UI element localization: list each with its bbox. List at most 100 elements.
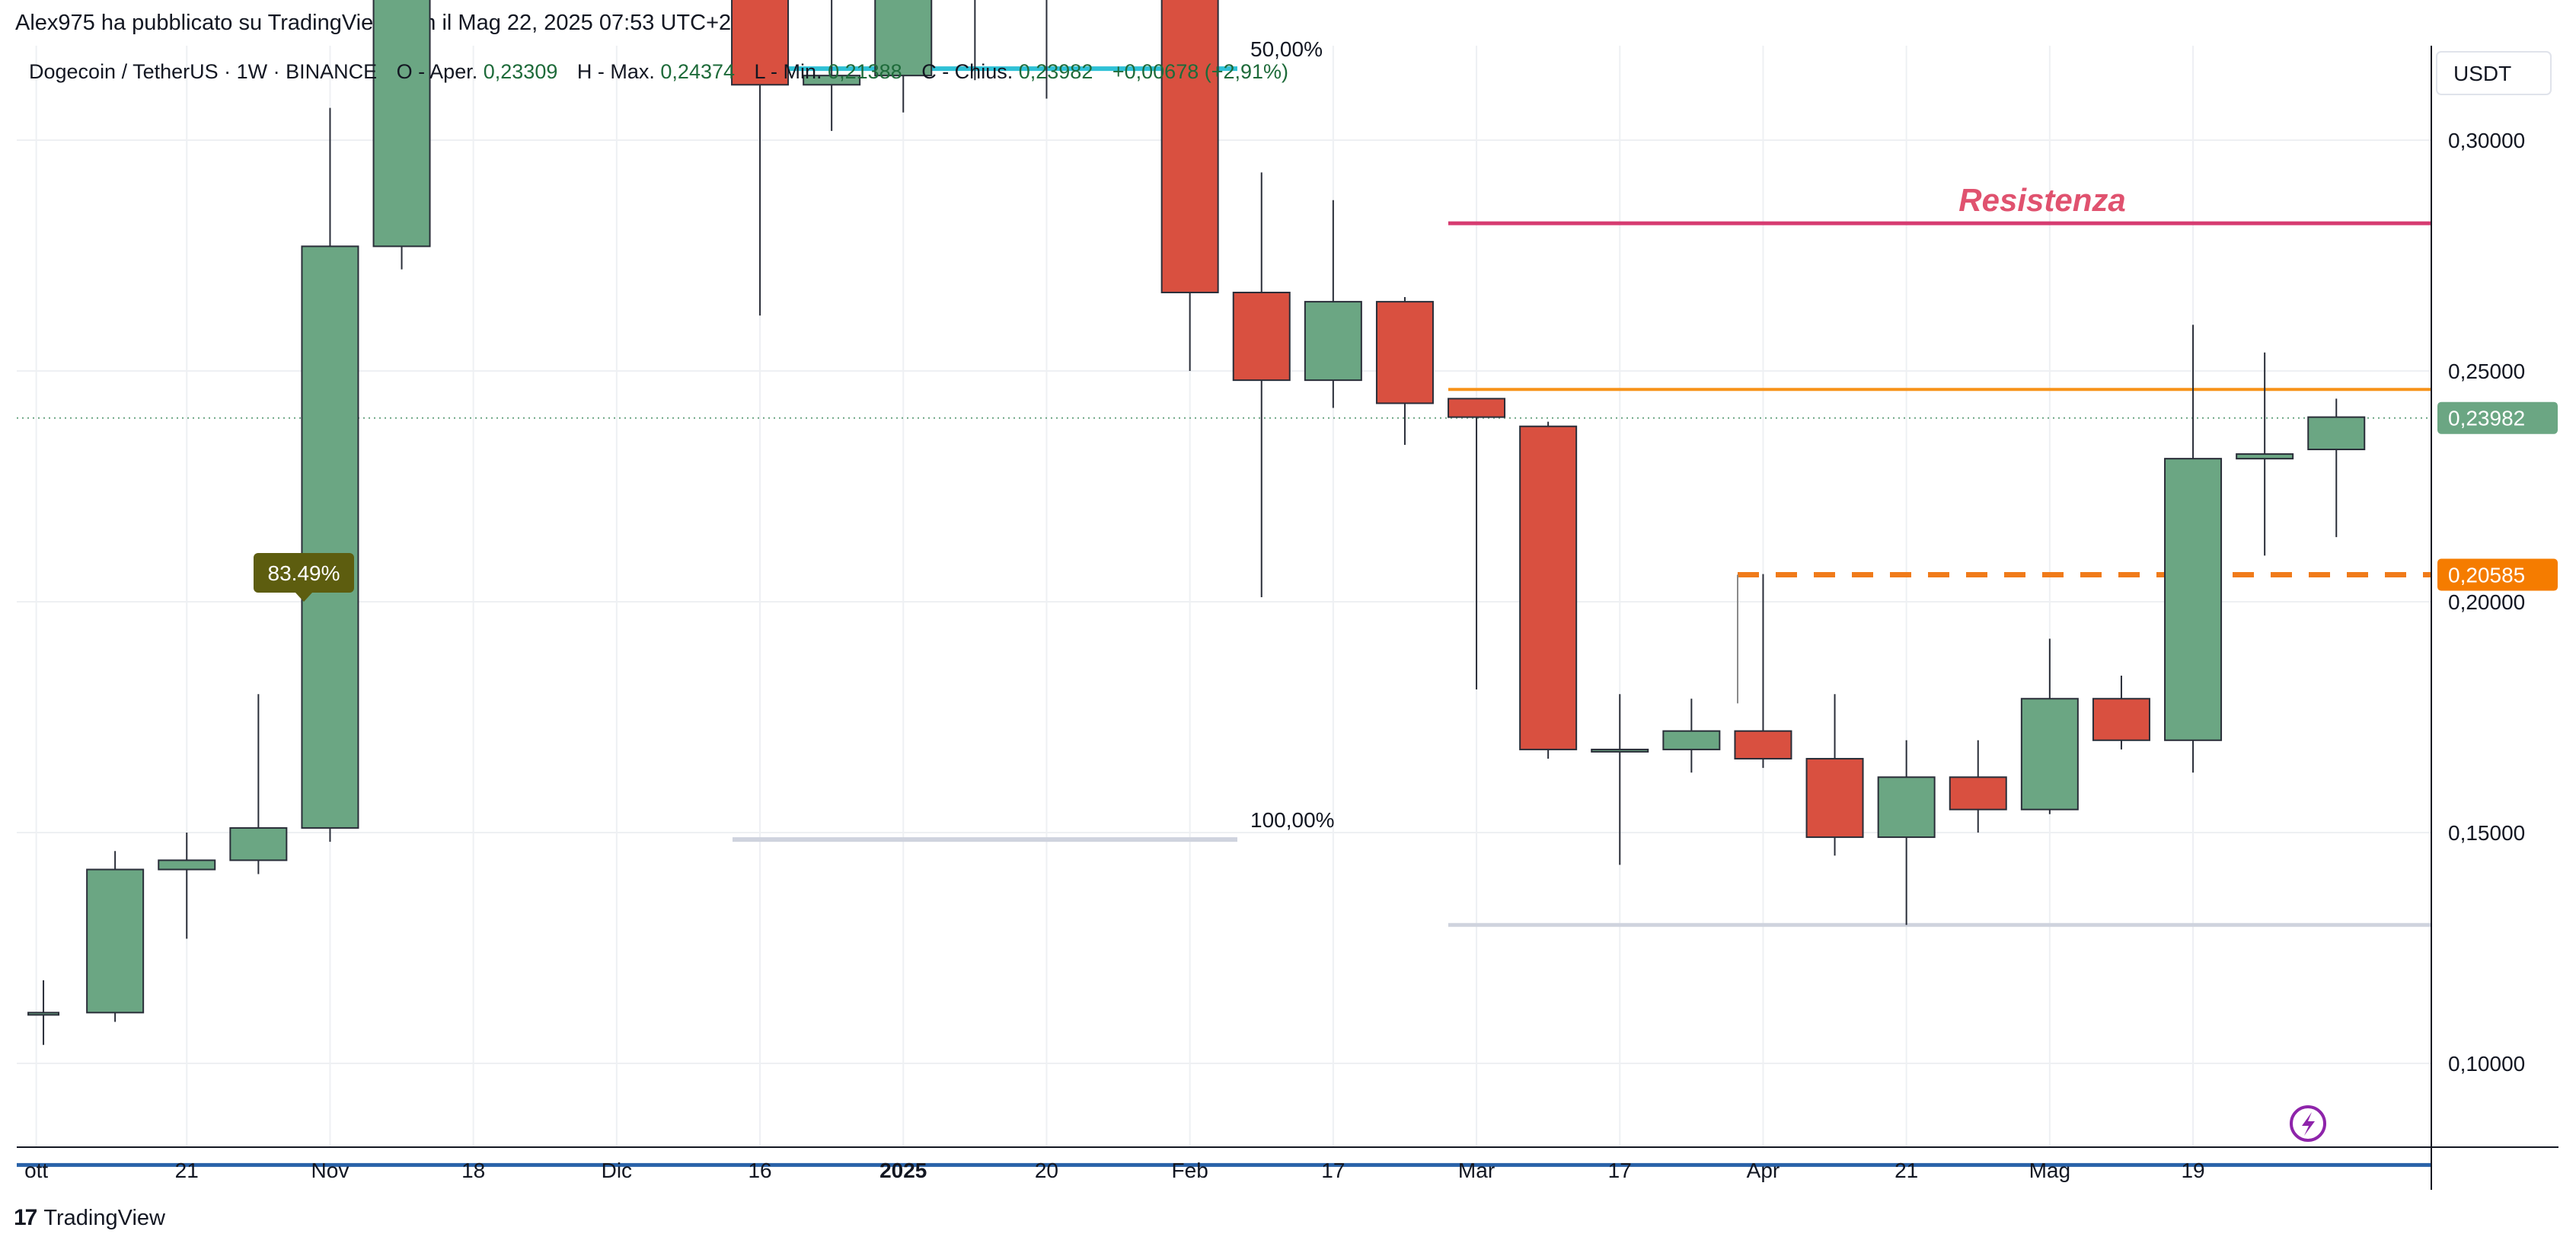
brand-name: TradingView <box>43 1205 165 1230</box>
candle-body <box>27 1012 60 1016</box>
pct-badge-label: 83.49% <box>268 561 340 585</box>
candle-10[interactable] <box>731 0 790 316</box>
legend-open-value: 0,23309 <box>484 60 558 83</box>
x-tick-label: 2025 <box>879 1159 927 1182</box>
candle-body <box>229 826 288 862</box>
candle-20[interactable] <box>1448 398 1506 690</box>
candle-4[interactable] <box>301 107 359 842</box>
candle-3[interactable] <box>229 694 288 874</box>
resistance-label: Resistenza <box>1958 182 2125 218</box>
orange-price-badge-label: 0,20585 <box>2448 564 2525 587</box>
tradingview-logo-icon: 17 <box>14 1205 37 1230</box>
candle-2[interactable] <box>158 833 216 939</box>
fib-level-label: 50,00% <box>1250 37 1323 61</box>
candle-14[interactable] <box>1018 0 1074 99</box>
candle-body <box>372 0 431 248</box>
candle-body <box>1734 730 1792 760</box>
y-tick-label: 0,25000 <box>2448 360 2525 383</box>
y-tick-label: 0,10000 <box>2448 1052 2525 1076</box>
candle-body <box>2307 416 2366 451</box>
candle-27[interactable] <box>1949 740 2007 833</box>
candle-18[interactable] <box>1304 200 1362 408</box>
x-tick-label: 16 <box>748 1159 771 1182</box>
tradingview-brand[interactable]: 17 TradingView <box>14 1205 165 1231</box>
candle-11[interactable] <box>803 0 861 131</box>
pct-badge-pointer <box>295 593 312 602</box>
last-price-badge-box <box>2437 401 2558 434</box>
x-tick-label: Dic <box>602 1159 632 1182</box>
candle-body <box>1232 291 1291 382</box>
flash-icon-bolt <box>2302 1112 2315 1136</box>
candle-30[interactable] <box>2164 324 2223 773</box>
x-tick-label: Feb <box>1172 1159 1208 1182</box>
candle-32[interactable] <box>2307 398 2366 538</box>
x-tick-label: ott <box>24 1159 48 1182</box>
candle-29[interactable] <box>2092 675 2150 750</box>
candle-body <box>1160 0 1219 293</box>
x-tick-label: Mag <box>2029 1159 2070 1182</box>
legend-high-value: 0,24374 <box>660 60 735 83</box>
candle-body <box>874 0 933 77</box>
pct-badge-box <box>254 553 354 593</box>
candle-23[interactable] <box>1662 699 1721 773</box>
candle-body <box>1805 758 1864 839</box>
x-tick-label: 20 <box>1035 1159 1058 1182</box>
candle-31[interactable] <box>2236 352 2294 556</box>
candle-body <box>2092 698 2150 741</box>
fib-level-label: 100,00% <box>1250 808 1335 832</box>
candle-13[interactable] <box>946 0 1003 81</box>
flash-icon[interactable] <box>2290 1105 2326 1142</box>
x-tick-label: 18 <box>461 1159 485 1182</box>
candle-body <box>1877 776 1936 839</box>
candle-body <box>2020 698 2079 810</box>
candle-body <box>1949 776 2007 810</box>
chart-grid <box>17 46 2431 1146</box>
legend-low-value: 0,21388 <box>828 60 902 83</box>
candle-body <box>86 868 145 1014</box>
candle-26[interactable] <box>1877 740 1936 926</box>
x-tick-label: 19 <box>2181 1159 2204 1182</box>
candle-22[interactable] <box>1591 694 1649 865</box>
x-tick-label: Nov <box>311 1159 350 1182</box>
candle-12[interactable] <box>874 0 933 113</box>
candle-17[interactable] <box>1232 172 1291 597</box>
candle-body <box>158 859 216 871</box>
candle-body <box>803 75 861 86</box>
candle-body <box>1304 301 1362 382</box>
candle-1[interactable] <box>86 851 145 1022</box>
candle-28[interactable] <box>2020 638 2079 814</box>
candle-body <box>2236 453 2294 460</box>
candle-25[interactable] <box>1805 694 1864 856</box>
legend-change-value: +0,00678 (+2,91%) <box>1112 60 1288 83</box>
legend-close-label: C - Chius. <box>921 60 1013 83</box>
candle-body <box>1448 398 1506 418</box>
candle-0[interactable] <box>27 980 60 1045</box>
legend-open-label: O - Aper. <box>397 60 478 83</box>
legend-high-label: H - Max. <box>577 60 655 83</box>
legend-close-value: 0,23982 <box>1019 60 1093 83</box>
y-tick-label: 0,15000 <box>2448 821 2525 845</box>
x-tick-label: 21 <box>1894 1159 1918 1182</box>
x-tick-label: Mar <box>1458 1159 1495 1182</box>
candle-body <box>1375 301 1434 404</box>
candle-21[interactable] <box>1519 421 1578 759</box>
currency-selector[interactable]: USDT <box>2436 51 2552 95</box>
candle-19[interactable] <box>1375 297 1434 445</box>
candle-body <box>301 245 359 829</box>
legend-low-label: L - Min. <box>755 60 822 83</box>
orange-price-badge-box <box>2437 558 2558 591</box>
candle-5[interactable] <box>372 0 431 270</box>
candle-16[interactable] <box>1160 0 1219 371</box>
x-tick-label: 17 <box>1608 1159 1632 1182</box>
chart-drawings: 0,00%50,00%100,00% <box>17 37 2431 1167</box>
candle-24[interactable] <box>1734 574 1792 769</box>
legend-symbol: Dogecoin / TetherUS · 1W · BINANCE <box>29 60 377 83</box>
currency-label: USDT <box>2453 62 2511 85</box>
candle-body <box>1519 425 1578 750</box>
last-price-badge-label: 0,23982 <box>2448 407 2525 430</box>
chart-axes: 0,100000,150000,200000,250000,300000,350… <box>17 46 2558 1190</box>
y-tick-label: 0,20000 <box>2448 590 2525 614</box>
candle-body <box>1662 730 1721 750</box>
candle-body <box>731 0 790 86</box>
